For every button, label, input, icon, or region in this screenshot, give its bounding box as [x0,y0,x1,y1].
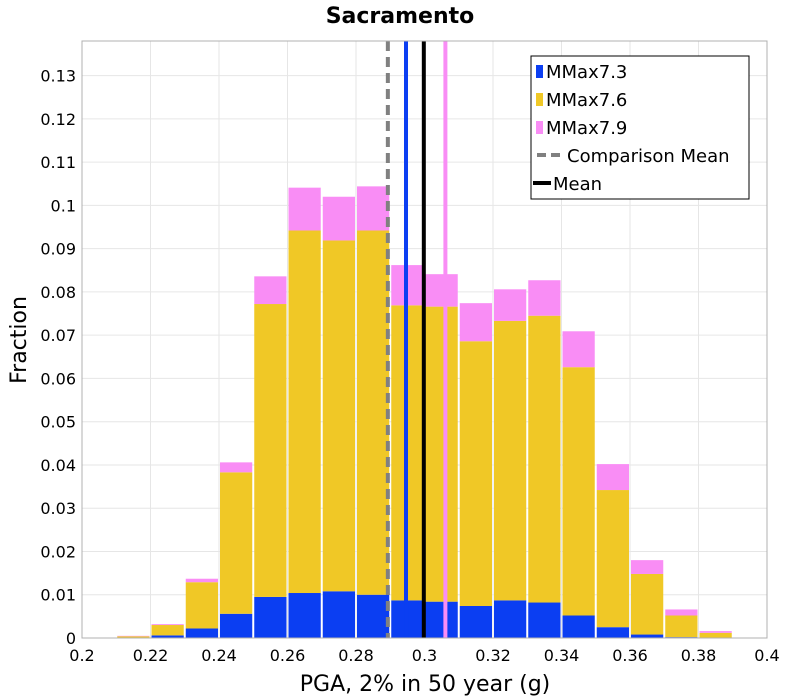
legend-label: Comparison Mean [567,146,730,167]
x-tick-label: 0.34 [544,646,580,665]
y-tick-label: 0.07 [40,326,76,345]
x-tick-label: 0.36 [612,646,648,665]
legend-label: Mean [553,174,602,195]
y-tick-label: 0.01 [40,586,76,605]
y-tick-label: 0.11 [40,153,76,172]
bar-segment-mmax7-9 [185,578,218,583]
bar-segment-mmax7-6 [665,615,698,638]
x-tick-label: 0.2 [69,646,94,665]
x-tick-label: 0.38 [681,646,717,665]
y-axis-ticks: 0 0.01 0.02 0.03 0.04 0.05 0.06 0.07 0.08 0.09 0.1… [40,67,76,648]
y-tick-label: 0.02 [40,542,76,561]
y-tick-label: 0.04 [40,456,76,475]
bar-segment-mmax7-3 [494,600,527,638]
bar-segment-mmax7-6 [631,573,664,635]
bar-segment-mmax7-9 [357,186,390,231]
y-tick-label: 0.06 [40,369,76,388]
bars [117,186,732,638]
y-tick-label: 0.13 [40,67,76,86]
bar-segment-mmax7-3 [596,627,629,638]
x-tick-label: 0.26 [270,646,306,665]
bar-segment-mmax7-9 [254,276,287,305]
legend-box [530,55,750,200]
bar-segment-mmax7-6 [425,306,458,602]
bar-segment-mmax7-3 [288,593,321,638]
bar-segment-mmax7-6 [220,472,253,614]
bar-segment-mmax7-9 [220,462,253,473]
legend-swatch [536,121,543,134]
bar-segment-mmax7-9 [151,624,184,626]
x-tick-label: 0.28 [338,646,374,665]
bar-segment-mmax7-3 [425,601,458,638]
x-axis-label: PGA, 2% in 50 year (g) [300,672,551,697]
bar-segment-mmax7-9 [699,631,732,633]
plot-frame [81,40,768,639]
legend-label: MMax7.6 [546,90,627,111]
y-tick-label: 0.08 [40,283,76,302]
x-tick-label: 0.3 [412,646,437,665]
bar-segment-mmax7-6 [528,315,561,603]
bar-segment-mmax7-6 [562,367,595,616]
bar-segment-mmax7-3 [185,628,218,638]
bar-segment-mmax7-9 [425,274,458,307]
y-tick-label: 0.09 [40,240,76,259]
x-axis-ticks: 0.2 0.22 0.24 0.26 0.28 0.3 0.32 0.34 0.36 0.38 0.… [69,646,779,665]
x-tick-label: 0.32 [475,646,511,665]
bar-segment-mmax7-6 [151,625,184,636]
bar-segment-mmax7-9 [288,187,321,231]
bar-segment-mmax7-3 [459,605,492,638]
bar-segment-mmax7-9 [494,289,527,321]
bar-segment-mmax7-6 [699,632,732,638]
bar-segment-mmax7-6 [185,582,218,629]
bar-segment-mmax7-9 [631,560,664,574]
bar-segment-mmax7-3 [254,596,287,638]
legend-label: MMax7.3 [546,62,627,83]
y-tick-label: 0.05 [40,413,76,432]
bar-segment-mmax7-3 [528,602,561,638]
y-tick-label: 0 [66,629,76,648]
bar-segment-mmax7-9 [665,609,698,616]
bar-segment-mmax7-3 [151,635,184,638]
bar-segment-mmax7-3 [220,613,253,638]
bar-segment-mmax7-6 [494,320,527,601]
bar-segment-mmax7-9 [459,303,492,342]
bar-segment-mmax7-3 [631,634,664,638]
y-tick-label: 0.1 [51,196,76,215]
y-tick-label: 0.12 [40,110,76,129]
x-tick-label: 0.22 [133,646,169,665]
legend-swatch [536,65,543,78]
chart-title: Sacramento [326,4,475,29]
bar-segment-mmax7-3 [357,594,390,638]
mean-lines [385,41,448,638]
bar-segment-mmax7-6 [459,341,492,606]
x-tick-label: 0.4 [754,646,779,665]
bar-segment-mmax7-9 [322,196,355,241]
bar-segment-mmax7-6 [254,304,287,597]
bar-segment-mmax7-9 [528,280,561,316]
bar-segment-mmax7-6 [117,636,150,638]
legend-label: MMax7.9 [546,118,627,139]
legend-swatch [536,93,543,106]
bar-segment-mmax7-6 [357,230,390,595]
y-axis-label: Fraction [7,296,32,384]
bar-segment-mmax7-9 [562,331,595,368]
bar-segment-mmax7-3 [562,615,595,638]
bar-segment-mmax7-3 [322,591,355,638]
bar-segment-mmax7-6 [288,230,321,594]
x-tick-label: 0.24 [201,646,237,665]
legend: MMax7.3 MMax7.6 MMax7.9 Comparison Mean Mean [530,55,750,200]
bar-segment-mmax7-9 [596,464,629,491]
bar-segment-mmax7-6 [322,240,355,592]
bar-segment-mmax7-6 [596,490,629,628]
y-tick-label: 0.03 [40,499,76,518]
